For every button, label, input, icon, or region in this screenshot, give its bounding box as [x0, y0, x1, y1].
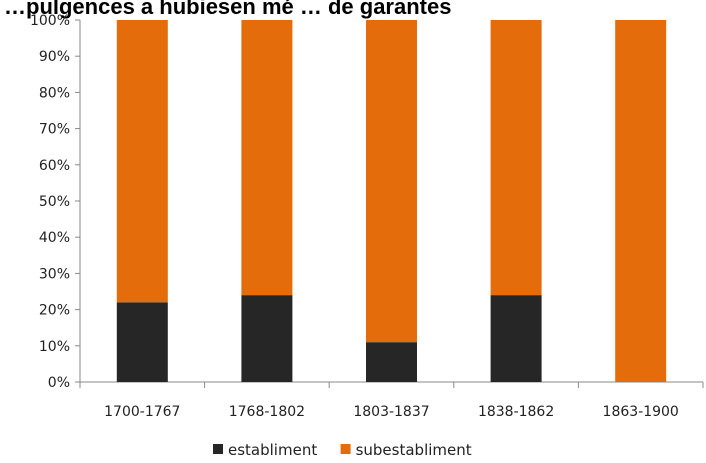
x-tick-label: 1838-1862 — [478, 404, 554, 420]
plot-area: 0% 10% 20% 30% 40% 50% 60% 70% 80% 90% 100% 1700-17… — [30, 13, 704, 420]
bar-subestabliment[interactable] — [615, 20, 667, 382]
legend-label-subestabliment: subestabliment — [356, 441, 472, 459]
bar-subestabliment[interactable] — [490, 20, 542, 296]
chart-title: …pulgences a hubiesen mé … de garantes — [4, 0, 451, 19]
bar-establiment[interactable] — [490, 295, 542, 382]
x-tick-label: 1700-1767 — [104, 404, 180, 420]
y-tick-label: 70% — [39, 122, 70, 138]
legend-swatch-subestabliment — [340, 444, 351, 454]
y-tick-label: 40% — [39, 230, 70, 246]
bar-subestabliment[interactable] — [116, 20, 168, 303]
bar-establiment[interactable] — [116, 302, 168, 382]
y-tick-label: 100% — [30, 13, 70, 29]
y-tick-label: 80% — [39, 85, 70, 101]
legend-swatch-establiment — [213, 444, 223, 454]
x-tick-label: 1803-1837 — [353, 404, 429, 420]
x-tick-label: 1863-1900 — [603, 404, 679, 420]
x-tick-label: 1768-1802 — [229, 404, 305, 420]
y-tick-label: 0% — [48, 375, 70, 391]
bar-establiment[interactable] — [366, 342, 417, 382]
y-tick-label: 20% — [39, 303, 70, 319]
y-tick-label: 90% — [39, 49, 70, 65]
legend: establiment subestabliment — [213, 441, 472, 459]
bar-establiment[interactable] — [241, 295, 293, 382]
y-tick-label: 50% — [39, 194, 70, 210]
bar-subestabliment[interactable] — [241, 20, 293, 296]
legend-label-establiment: establiment — [228, 441, 317, 459]
bar-subestabliment[interactable] — [366, 20, 417, 343]
y-tick-label: 10% — [39, 339, 70, 355]
y-tick-label: 60% — [39, 158, 70, 174]
y-tick-label: 30% — [39, 266, 70, 282]
